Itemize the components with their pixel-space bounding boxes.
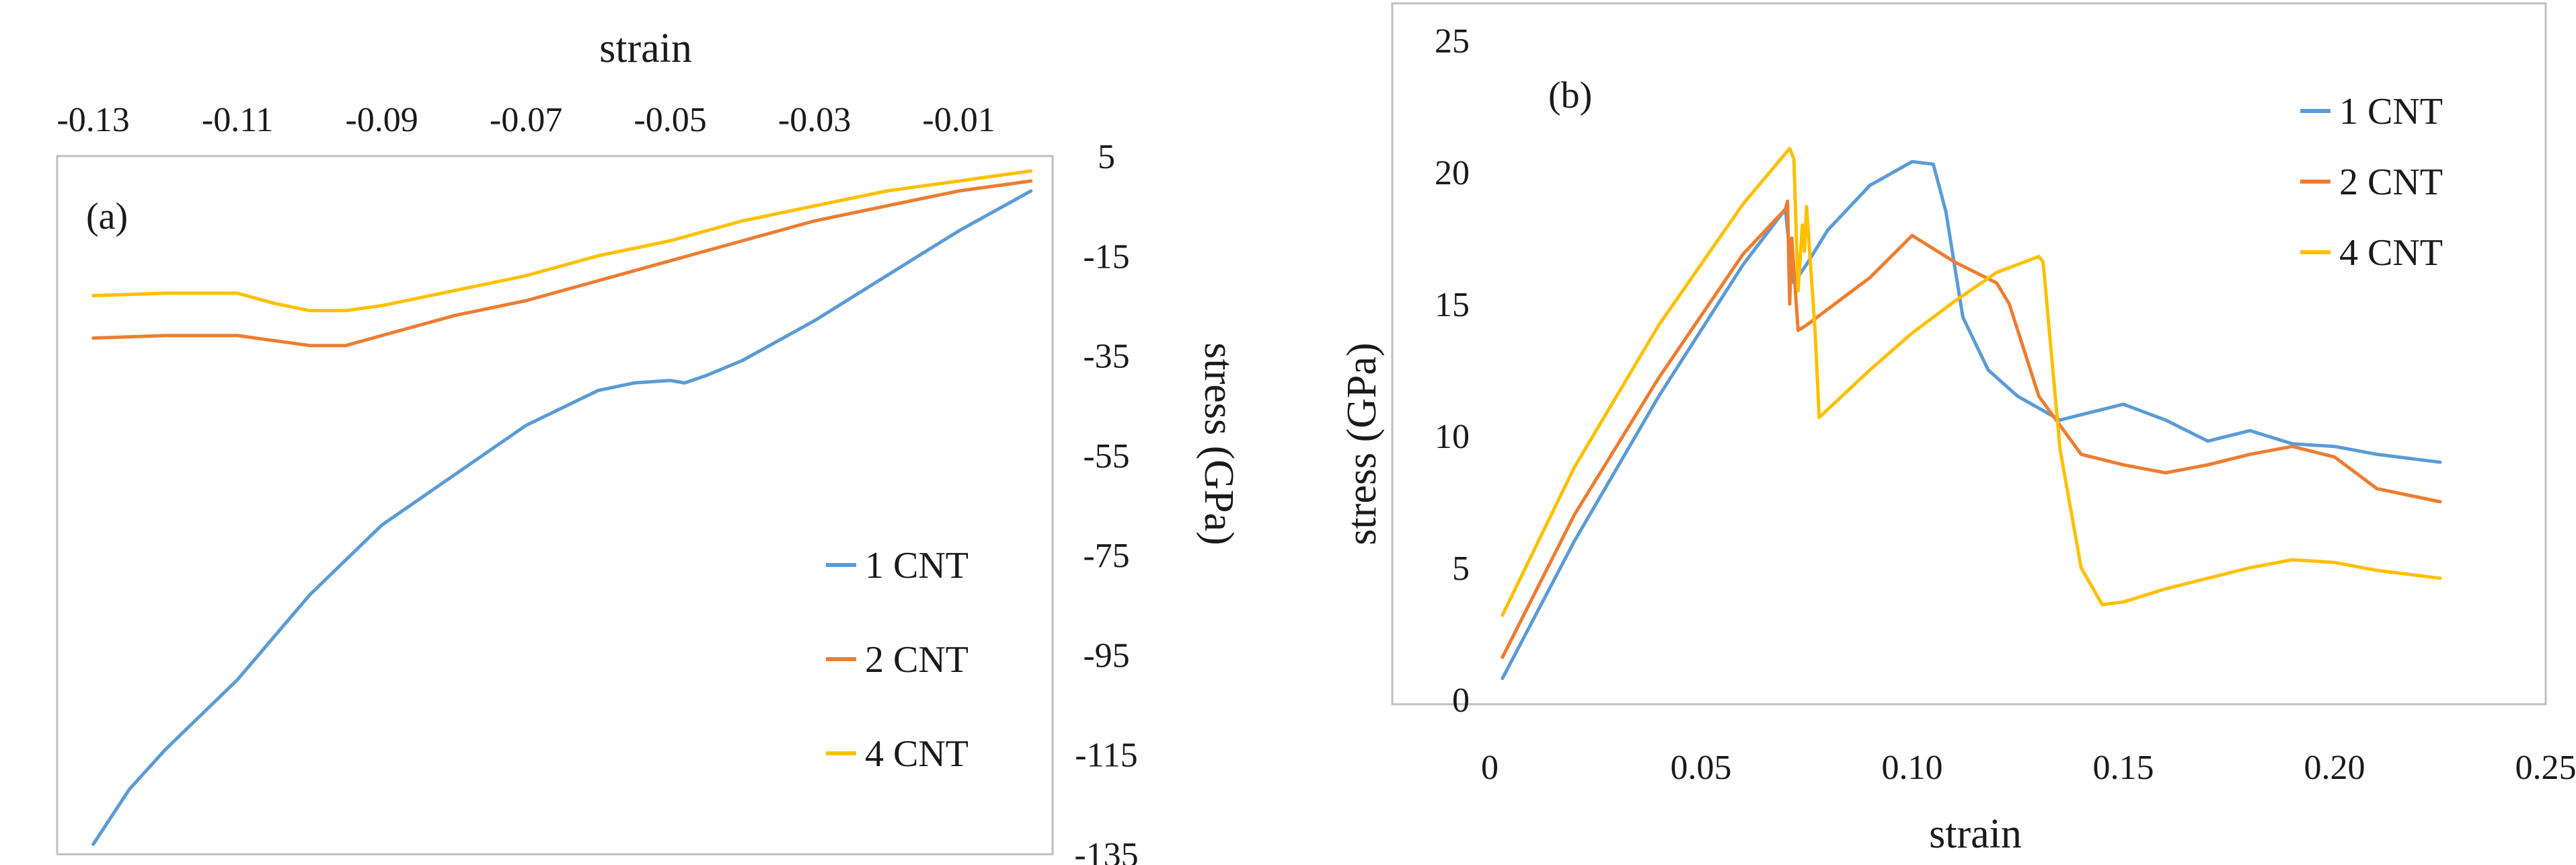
panel-b-x-tick-label: 0.25 <box>2515 749 2576 787</box>
panel-b-legend-label: 2 CNT <box>2339 161 2443 203</box>
panel-a-x-tick-label: -0.03 <box>778 101 851 139</box>
panel-b-legend-label: 4 CNT <box>2339 232 2443 274</box>
panel-a-ylabel: stress (GPa) <box>1196 342 1242 545</box>
panel-b-y-tick-label: 10 <box>1435 418 1470 456</box>
panel-b-frame <box>1391 2 2547 706</box>
panel-a-series-line-1 <box>91 189 1033 846</box>
panel-a-x-tick-label: -0.05 <box>634 101 706 139</box>
panel-a-y-tick-label: -135 <box>1074 836 1138 865</box>
panel-b-x-tick-label: 0.10 <box>1882 749 1943 787</box>
panel-b-y-tick-label: 0 <box>1452 681 1470 720</box>
panel-b-x-tick-label: 0.15 <box>2093 749 2154 787</box>
panel-a-legend-label: 1 CNT <box>865 545 969 587</box>
panel-a-x-tick-label: -0.07 <box>490 101 562 139</box>
panel-a-x-tick-label: -0.09 <box>345 101 418 139</box>
panel-a-y-tick-label: -55 <box>1083 437 1129 476</box>
panel-a-x-tick-label: -0.13 <box>56 101 129 139</box>
panel-b-x-tick-label: 0.05 <box>1671 749 1732 787</box>
panel-a-xlabel: strain <box>599 26 692 71</box>
panel-a-x-tick-label: -0.01 <box>922 101 995 139</box>
panel-b-x-tick-label: 0 <box>1481 749 1499 787</box>
panel-a-legend-label: 2 CNT <box>865 639 969 681</box>
panel-a-chart: (a) strain stress (GPa) -0.13 -0.11 -0.09 -… <box>56 26 1242 865</box>
panel-b-series-line-3 <box>1501 147 2442 617</box>
panel-a-y-tick-label: -95 <box>1083 636 1129 675</box>
panel-a-series-line-2 <box>91 179 1033 348</box>
panel-a-y-tick-label: 5 <box>1098 138 1115 176</box>
panel-a-y-tick-label: -15 <box>1083 237 1129 276</box>
panel-b-series-line-2 <box>1501 199 2442 659</box>
panel-b-label: (b) <box>1548 75 1592 116</box>
panel-b-xlabel: strain <box>1929 811 2022 857</box>
panel-b-x-tick-label: 0.20 <box>2304 749 2365 787</box>
panel-a-legend-label: 4 CNT <box>865 733 969 775</box>
panel-a-y-tick-label: -75 <box>1083 537 1129 575</box>
panel-a-y-tick-label: -115 <box>1075 737 1137 775</box>
panel-b-y-tick-label: 15 <box>1435 286 1470 324</box>
panel-a-y-tick-label: -35 <box>1083 338 1129 376</box>
panel-a-series-line-3 <box>91 169 1033 313</box>
panel-b-y-tick-label: 20 <box>1435 154 1470 192</box>
panel-b-y-tick-label: 5 <box>1452 550 1470 588</box>
panel-b-legend-label: 1 CNT <box>2339 91 2443 133</box>
panel-b-y-tick-label: 25 <box>1435 22 1470 61</box>
panel-a-frame <box>56 155 1054 856</box>
panel-b-chart: (b) strain stress (GPa) 0 0.05 0.10 0.15 0.2… <box>1339 2 2576 857</box>
panel-a-label: (a) <box>86 196 128 237</box>
panel-b-series-line-1 <box>1501 159 2442 681</box>
panel-b-ylabel: stress (GPa) <box>1339 342 1385 545</box>
panel-a-x-tick-label: -0.11 <box>202 101 273 139</box>
